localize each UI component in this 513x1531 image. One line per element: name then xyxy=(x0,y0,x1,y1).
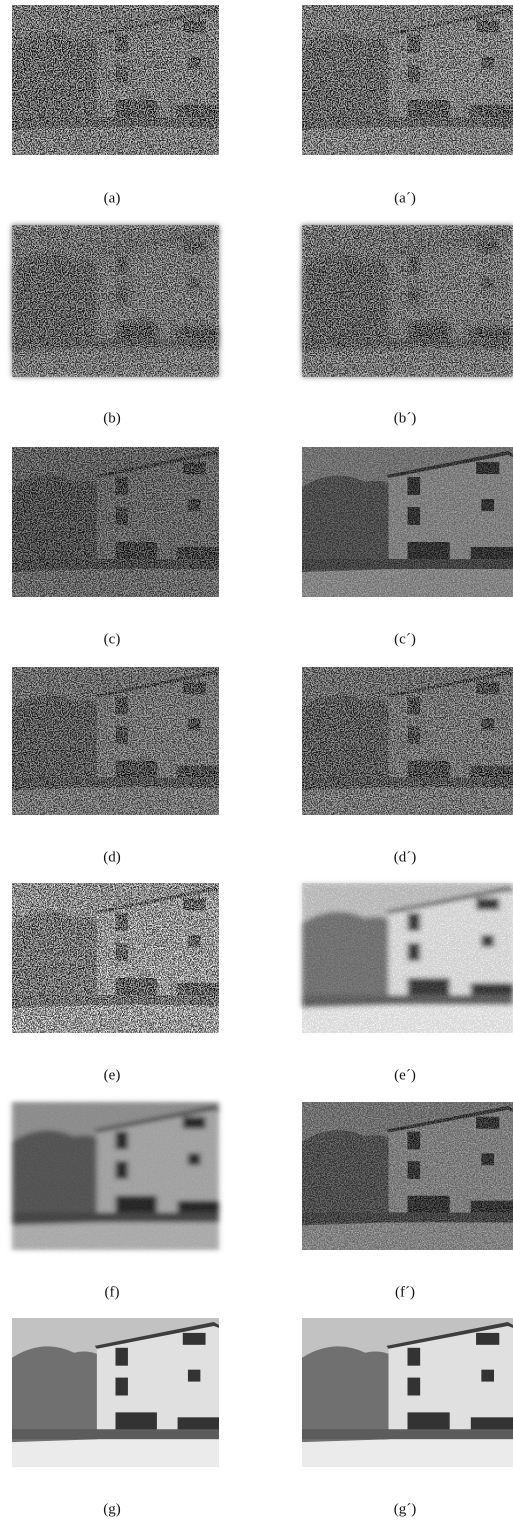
panel-image xyxy=(12,5,219,155)
panel-image xyxy=(302,1102,513,1250)
shrubs xyxy=(12,1429,219,1439)
panel-label: (c´) xyxy=(394,631,416,647)
panel-label: (d´) xyxy=(394,849,417,865)
noise-light xyxy=(302,1102,513,1250)
panel-image xyxy=(12,225,219,377)
window xyxy=(116,1348,128,1366)
panel-label: (e) xyxy=(104,1067,121,1083)
noise-light xyxy=(12,5,219,155)
shrubs xyxy=(302,1429,513,1439)
noise-light xyxy=(12,225,219,377)
panel-image xyxy=(302,447,513,597)
noise-light xyxy=(302,883,513,1033)
noise-light xyxy=(302,5,513,155)
window xyxy=(408,1412,450,1432)
noise-light xyxy=(302,447,513,597)
trees xyxy=(12,1346,110,1442)
noise-light xyxy=(12,1102,219,1250)
panel-label: (a´) xyxy=(394,190,416,206)
trees xyxy=(302,1346,402,1442)
panel-image xyxy=(12,1102,219,1250)
panel-label: (a) xyxy=(104,190,121,206)
noise-light xyxy=(12,667,219,815)
window xyxy=(116,1378,128,1396)
panel-image xyxy=(12,667,219,815)
window xyxy=(476,1333,499,1345)
panel-label: (b´) xyxy=(394,410,417,426)
figure: (a) (a´) (b) (b´) (c) (c´) (d) (d´) (e) (e´) (f) (f… xyxy=(0,0,513,1526)
panel-image xyxy=(302,883,513,1033)
scene xyxy=(12,1318,219,1467)
scene xyxy=(302,1318,513,1467)
window xyxy=(481,1370,494,1382)
noise-light xyxy=(302,667,513,815)
window xyxy=(408,1348,421,1366)
window xyxy=(408,1378,421,1396)
window xyxy=(116,1412,157,1432)
panel-image xyxy=(12,1318,219,1467)
panel-label: (f) xyxy=(105,1284,120,1300)
panel-image xyxy=(12,883,219,1033)
panel-image xyxy=(302,225,513,377)
panel-label: (e´) xyxy=(394,1067,416,1083)
panel-label: (g´) xyxy=(394,1501,417,1517)
window xyxy=(188,1370,200,1382)
panel-label: (d) xyxy=(103,849,121,865)
panel-image xyxy=(12,447,219,597)
panel-label: (c) xyxy=(104,631,121,647)
panel-label: (f´) xyxy=(395,1284,415,1300)
panel-image xyxy=(302,667,513,815)
panel-image xyxy=(302,1318,513,1467)
noise-light xyxy=(12,883,219,1033)
window xyxy=(183,1333,206,1345)
noise-light xyxy=(302,225,513,377)
noise-light xyxy=(12,447,219,597)
panel-image xyxy=(302,5,513,155)
panel-label: (g) xyxy=(103,1501,121,1517)
panel-label: (b) xyxy=(103,410,121,426)
